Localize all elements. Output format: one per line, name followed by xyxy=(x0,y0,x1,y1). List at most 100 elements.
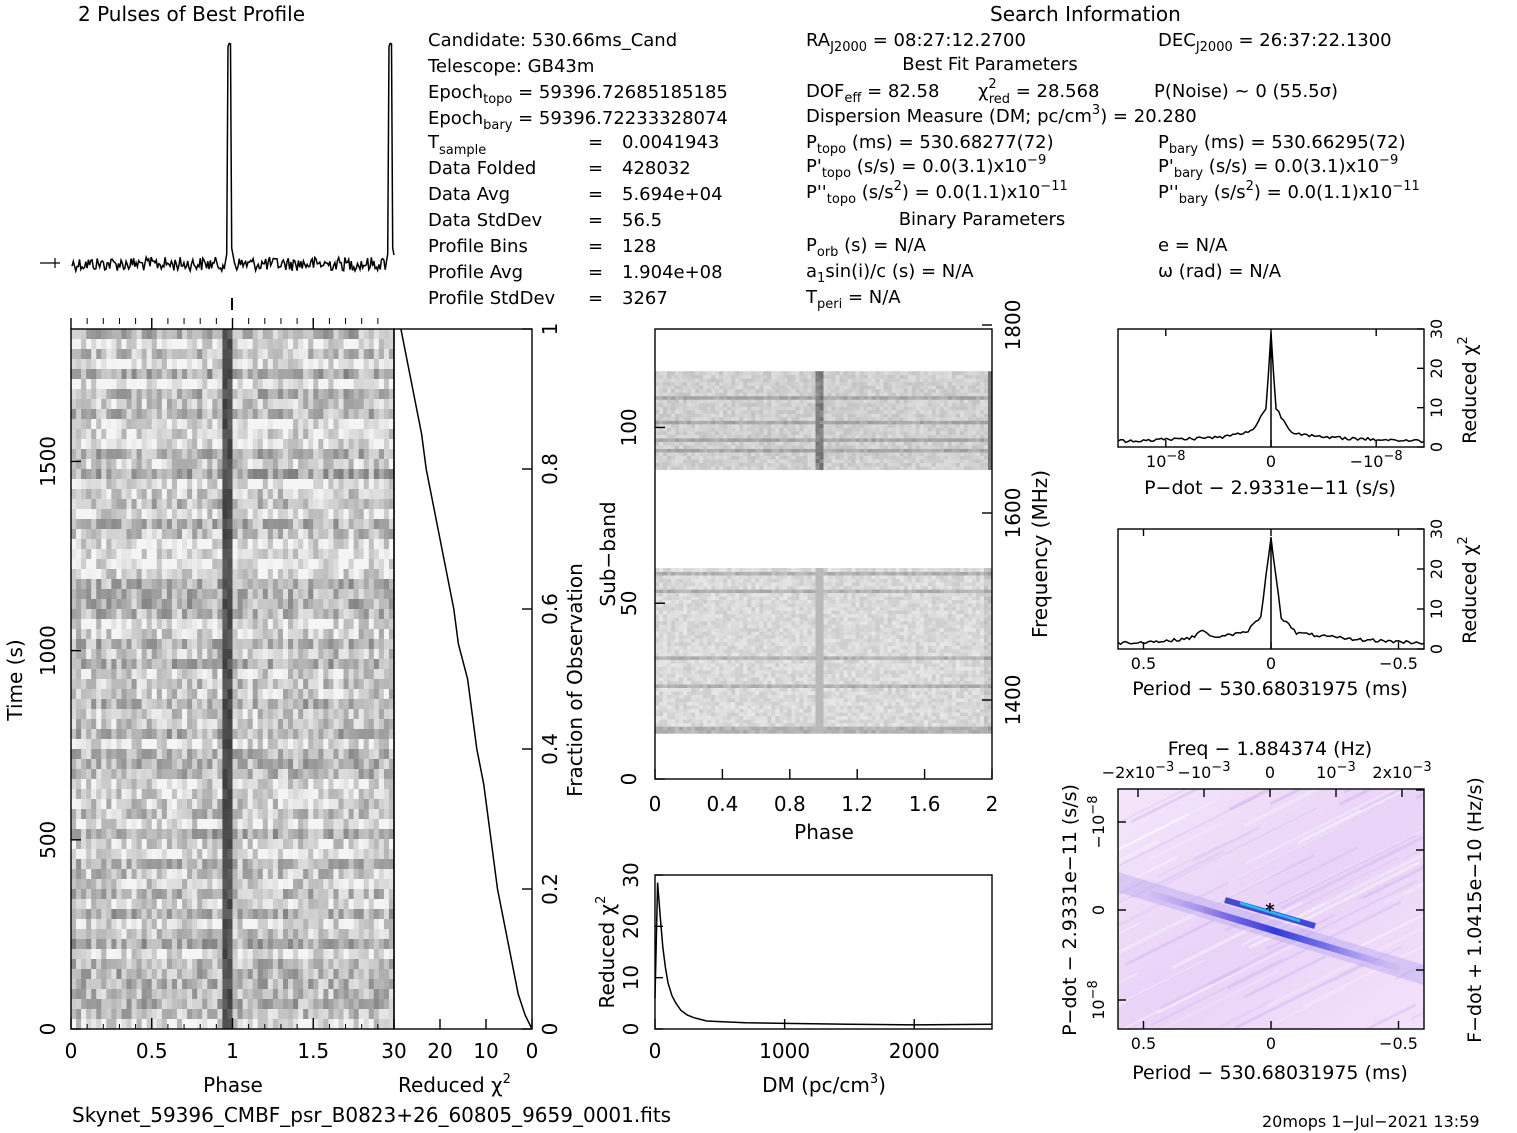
small-plot-xtick: 0.5 xyxy=(1131,654,1156,673)
ppdot-top-tick: 0 xyxy=(1265,763,1275,782)
ppdot-ytick: 10−8 xyxy=(1086,980,1108,1020)
small-plot-xtick: 0 xyxy=(1266,452,1276,471)
ppdot-heatmap xyxy=(1118,789,1424,1029)
a1-line: a1sin(i)/c (s) = N/A xyxy=(806,261,974,286)
subband-xtick: 0.4 xyxy=(706,792,738,816)
chi2-time-ytick: 0.6 xyxy=(538,593,562,625)
chi2-time-xtick: 0 xyxy=(526,1039,539,1063)
ppdot-ytick: −10−8 xyxy=(1086,796,1108,849)
chi2-time-ylabel: Fraction of Observation xyxy=(563,563,587,797)
chi2-pdot-ylabel: Reduced χ2 xyxy=(1456,336,1481,444)
ppdot-top-tick: 2x10−3 xyxy=(1372,760,1431,782)
info-row-value: 5.694e+04 xyxy=(622,184,723,205)
ppdot-plane-plot: * 0.5 0 −0.5 −2x10−3 −10−3 0 10−3 2x10−3 10−8 0 −1… xyxy=(1059,738,1486,1084)
chi2-dm-ytick: 20 xyxy=(619,914,643,939)
best-fit-title: Best Fit Parameters xyxy=(902,54,1077,75)
ppdot-ytick: 0 xyxy=(1089,905,1108,915)
subband-ytick: 100 xyxy=(617,408,641,446)
subband-ylabel: Sub−band xyxy=(596,501,620,606)
small-plot-ytick: 30 xyxy=(1427,319,1446,339)
chi2-period-ylabel: Reduced χ2 xyxy=(1456,536,1481,644)
candidate-info: Candidate: 530.66ms_Cand Telescope: GB43… xyxy=(427,30,728,309)
pulse-profile-plot xyxy=(40,42,395,310)
info-row-label: Profile StdDev xyxy=(428,288,556,309)
chi2-time-plot: 30 20 10 0 0 0.2 0.4 0.6 0.8 1 Reduced χ2 Fractio… xyxy=(381,323,587,1097)
pddot-topo-line: P''topo (s/s2) = 0.0(1.1)x10−11 xyxy=(806,179,1068,207)
small-plot-ytick: 30 xyxy=(1427,519,1446,539)
subband-frame xyxy=(654,328,993,780)
footer-stamp: 20mops 1−Jul−2021 13:59 xyxy=(1262,1112,1480,1131)
search-info: RAJ2000 = 08:27:12.2700 DECJ2000 = 26:37… xyxy=(805,30,1420,312)
subband-ytick: 50 xyxy=(617,590,641,615)
chi2-dm-ytick: 10 xyxy=(619,965,643,990)
info-row-label: Data StdDev xyxy=(428,210,543,231)
ppdot-top-tick: −10−3 xyxy=(1178,760,1231,782)
info-row-label: Profile Avg xyxy=(428,262,523,283)
subband-xlabel: Phase xyxy=(794,820,854,844)
info-row-label: Data Folded xyxy=(428,158,536,179)
chi2-time-ytick: 0.4 xyxy=(538,733,562,765)
chi2-time-ytick: 1 xyxy=(538,323,562,336)
frequency-ytick: 1800 xyxy=(1001,300,1025,351)
chi2-dm-frame xyxy=(654,874,993,1030)
profile-title: 2 Pulses of Best Profile xyxy=(78,2,305,26)
small-plot-xtick: 0 xyxy=(1266,654,1276,673)
tsample-label: Tsample xyxy=(427,132,486,158)
ppdot-xtick: 0.5 xyxy=(1131,1034,1156,1053)
omega-line: ω (rad) = N/A xyxy=(1158,261,1282,282)
ptopo-line: Ptopo (ms) = 530.68277(72) xyxy=(806,132,1054,157)
telescope-line: Telescope: GB43m xyxy=(427,56,594,77)
subband-xtick: 1.6 xyxy=(909,792,941,816)
chi2-red-line: χ2 red = 28.568 xyxy=(978,77,1100,107)
time-phase-ytick: 0 xyxy=(36,1023,60,1036)
small-plot-xtick: −10−8 xyxy=(1350,449,1403,471)
subband-xtick: 0 xyxy=(649,792,662,816)
info-row-eq: = xyxy=(588,210,603,231)
frequency-ytick: 1600 xyxy=(1001,488,1025,539)
ppdot-top-tick: −2x10−3 xyxy=(1102,760,1175,782)
info-row-value: 1.904e+08 xyxy=(622,262,723,283)
chi2-pdot-xlabel: P−dot − 2.9331e−11 (s/s) xyxy=(1144,477,1396,499)
subband-phase-plot: 0 0.4 0.8 1.2 1.6 2 0 50 100 1400 1600 1800 Phase S… xyxy=(596,300,1052,844)
chi2-dm-ylabel: Reduced χ2 xyxy=(594,896,619,1009)
small-plot-ytick: 0 xyxy=(1427,644,1446,654)
chi2-time-ytick: 0.2 xyxy=(538,873,562,905)
info-row-eq: = xyxy=(588,184,603,205)
time-phase-plot: 0 0.5 1 1.5 0 500 1000 1500 Phase Time (s) xyxy=(3,318,395,1097)
time-phase-ylabel: Time (s) xyxy=(3,639,27,721)
info-row-value: 128 xyxy=(622,236,656,257)
chi2-pdot-line xyxy=(1117,332,1425,447)
candidate-line: Candidate: 530.66ms_Cand xyxy=(428,30,677,51)
frequency-ytick: 1400 xyxy=(1001,675,1025,726)
info-row-eq: = xyxy=(588,288,603,309)
fdot-ylabel: F−dot + 1.0415e−10 (Hz/s) xyxy=(1464,777,1486,1043)
tperi-line: Tperi = N/A xyxy=(805,287,901,312)
chi2-time-xtick: 20 xyxy=(427,1039,452,1063)
chi2-time-ytick: 0.8 xyxy=(538,453,562,485)
pdot-bary-line: P'bary (s/s) = 0.0(3.1)x10−9 xyxy=(1158,153,1398,181)
time-phase-ytick: 1500 xyxy=(36,436,60,487)
profile-line xyxy=(71,42,395,274)
porb-line: Porb (s) = N/A xyxy=(806,235,927,260)
info-row-label: Profile Bins xyxy=(428,236,528,257)
small-plot-ytick: 20 xyxy=(1427,358,1446,378)
tsample-eq: = xyxy=(588,132,603,153)
subband-xtick: 2 xyxy=(986,792,999,816)
footer-filename: Skynet_59396_CMBF_psr_B0823+26_60805_965… xyxy=(72,1103,671,1127)
dm-line: Dispersion Measure (DM; pc/cm3) = 20.280 xyxy=(806,103,1197,127)
time-phase-xtick: 1 xyxy=(226,1039,239,1063)
chi2-period-plot: 0.5 0 −0.5 0 10 20 30 Period − 530.68031975 (m… xyxy=(1117,519,1481,700)
ppdot-xlabel: Period − 530.68031975 (ms) xyxy=(1132,1062,1408,1084)
time-phase-xtick: 0 xyxy=(65,1039,78,1063)
chi2-dm-xtick: 1000 xyxy=(759,1039,810,1063)
info-row-value: 3267 xyxy=(622,288,668,309)
subband-xtick: 1.2 xyxy=(841,792,873,816)
ra-line: RAJ2000 = 08:27:12.2700 xyxy=(806,30,1026,55)
info-row-eq: = xyxy=(588,236,603,257)
time-phase-xlabel: Phase xyxy=(203,1073,263,1097)
pddot-bary-line: P''bary (s/s2) = 0.0(1.1)x10−11 xyxy=(1158,179,1420,207)
chi2-time-xtick: 10 xyxy=(473,1039,498,1063)
info-row-eq: = xyxy=(588,158,603,179)
time-phase-ytick: 500 xyxy=(36,821,60,859)
